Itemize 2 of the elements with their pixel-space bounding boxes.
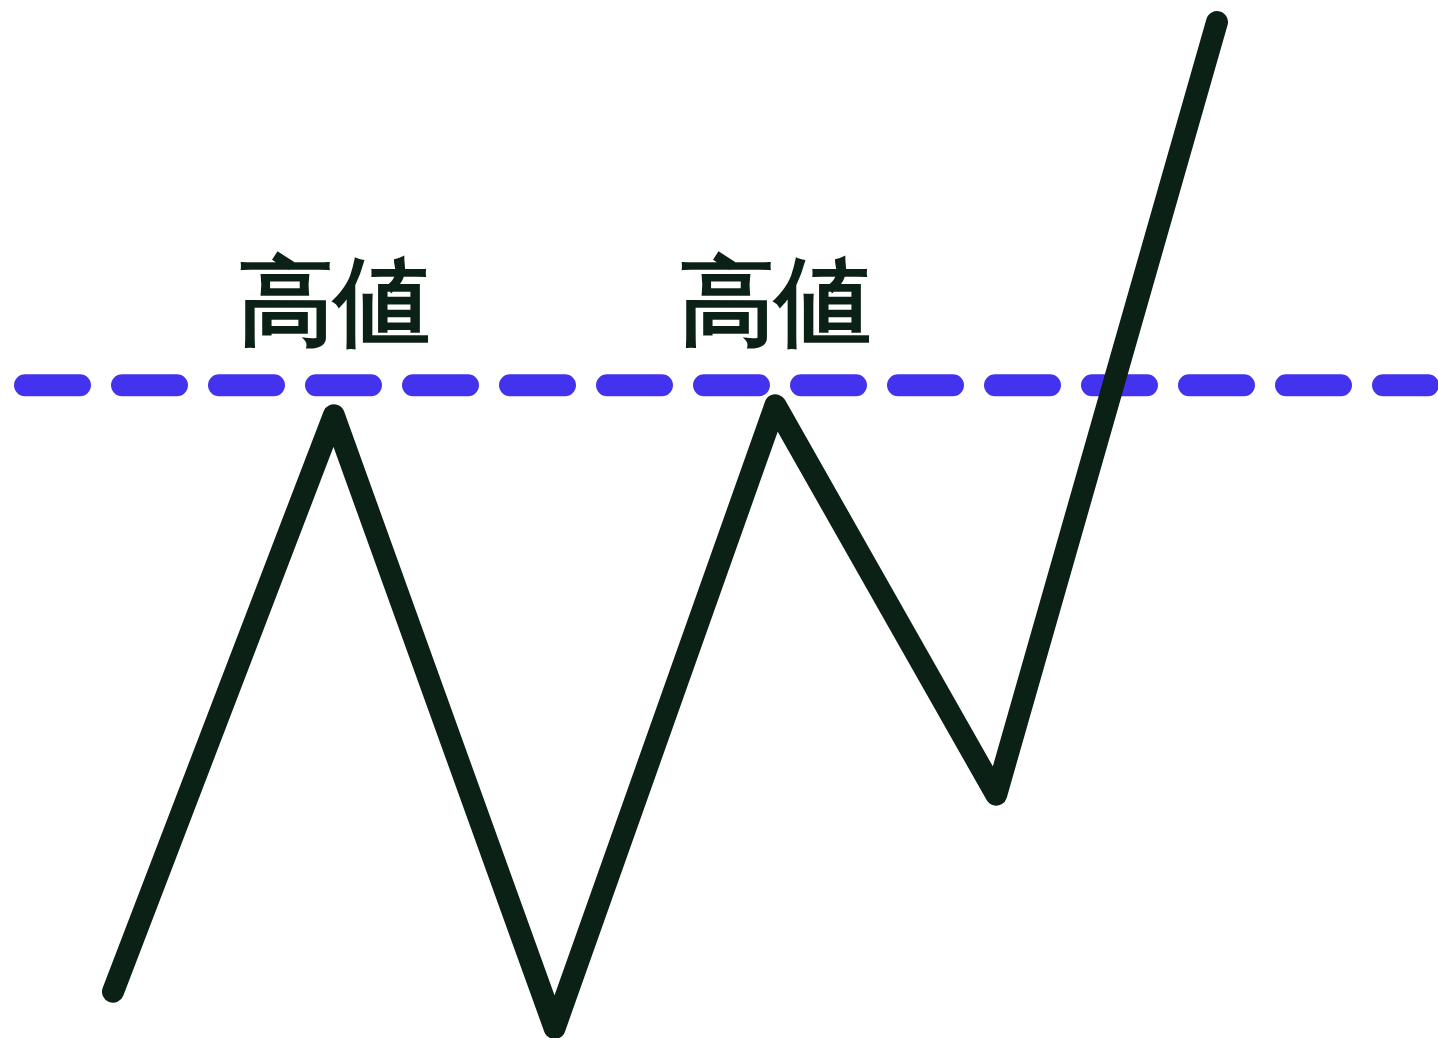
annotation: 高値 bbox=[237, 248, 430, 356]
annotation: 高値 bbox=[679, 248, 872, 356]
